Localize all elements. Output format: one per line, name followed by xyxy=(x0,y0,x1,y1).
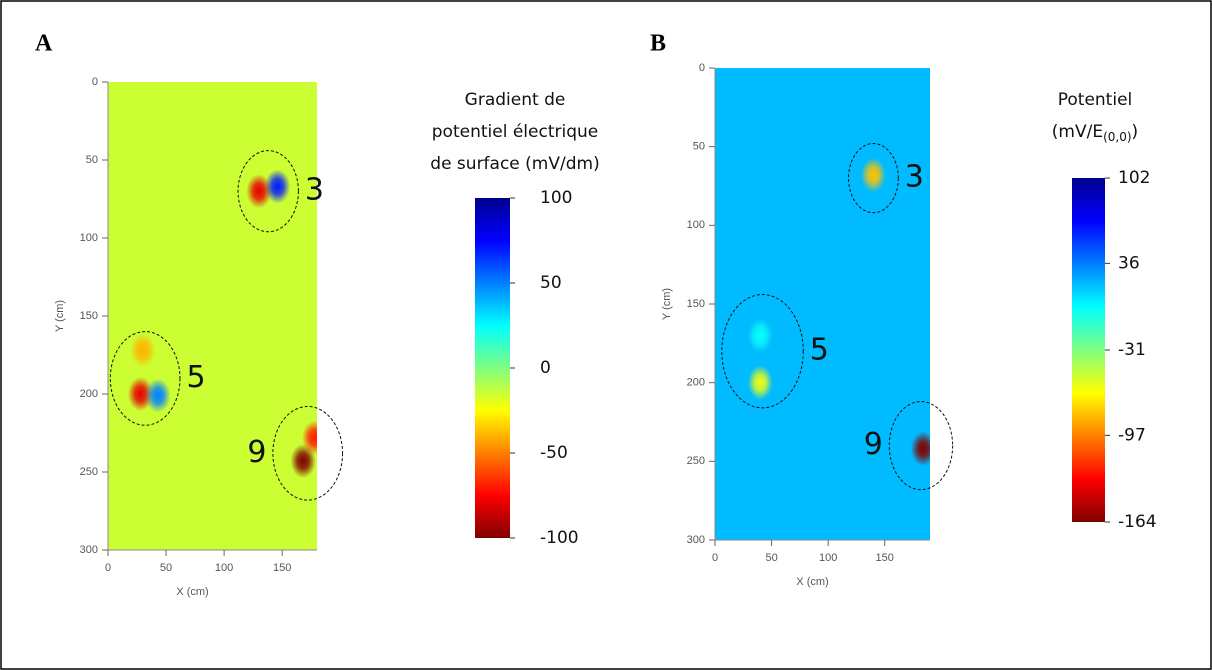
hotspot xyxy=(301,420,317,455)
colorbar-title: (mV/E(0,0)) xyxy=(1052,122,1138,144)
y-tick-label: 200 xyxy=(687,377,705,389)
colorbar-title: potentiel électrique xyxy=(432,122,598,142)
y-tick-label: 150 xyxy=(80,310,98,322)
colorbar xyxy=(475,198,510,538)
anomaly-circle xyxy=(721,294,804,409)
panel-label: B xyxy=(650,31,666,57)
anomaly-circle xyxy=(237,150,299,233)
colorbar-tick-label: 50 xyxy=(540,273,562,293)
y-tick-label: 150 xyxy=(687,298,705,310)
heatmap-background xyxy=(108,82,317,550)
x-tick-label: 50 xyxy=(765,552,777,564)
y-tick-label: 300 xyxy=(687,534,705,546)
colorbar-tick-label: 100 xyxy=(540,188,572,208)
colorbar-tick-label: -50 xyxy=(540,443,568,463)
x-axis-label: X (cm) xyxy=(176,586,208,598)
anomaly-circle xyxy=(272,405,344,501)
anomaly-label: 9 xyxy=(247,435,266,470)
y-tick-label: 0 xyxy=(699,62,705,74)
heatmap-background xyxy=(715,68,930,540)
x-tick-label: 150 xyxy=(273,562,291,574)
y-tick-label: 50 xyxy=(86,154,98,166)
hotspot xyxy=(747,365,773,400)
title-part: (mV/E xyxy=(1052,122,1103,142)
y-tick-label: 0 xyxy=(92,76,98,88)
x-axis-label: X (cm) xyxy=(796,576,828,588)
y-tick-label: 250 xyxy=(80,466,98,478)
anomaly-label: 5 xyxy=(810,333,829,368)
y-tick-label: 100 xyxy=(80,232,98,244)
title-part: ) xyxy=(1132,122,1139,142)
anomaly-circle xyxy=(109,331,181,426)
panel-label: A xyxy=(35,31,53,57)
heatmap xyxy=(715,68,930,540)
colorbar-tick-label: 36 xyxy=(1118,253,1140,273)
hotspot xyxy=(860,157,886,193)
colorbar-tick-label: -97 xyxy=(1118,425,1146,445)
y-tick-label: 300 xyxy=(80,544,98,556)
x-tick-label: 0 xyxy=(105,562,111,574)
anomaly-label: 3 xyxy=(905,160,924,195)
anomaly-label: 3 xyxy=(305,173,324,208)
colorbar-tick-label: -31 xyxy=(1118,340,1146,360)
colorbar-tick-label: -164 xyxy=(1118,512,1157,532)
x-tick-label: 150 xyxy=(876,552,894,564)
anomaly-label: 5 xyxy=(186,360,205,395)
x-tick-label: 0 xyxy=(712,552,718,564)
y-tick-label: 100 xyxy=(687,219,705,231)
hotspot xyxy=(747,318,773,353)
anomaly-label: 9 xyxy=(864,427,883,462)
colorbar-tick-label: 102 xyxy=(1118,168,1150,188)
colorbar-title: Potentiel xyxy=(1058,90,1133,110)
colorbar-title: de surface (mV/dm) xyxy=(430,154,599,174)
hotspot xyxy=(145,378,171,413)
x-tick-label: 50 xyxy=(160,562,172,574)
heatmap xyxy=(108,82,317,550)
colorbar-tick-label: -100 xyxy=(540,528,579,548)
y-tick-label: 50 xyxy=(693,141,705,153)
hotspot xyxy=(264,169,291,204)
y-tick-label: 200 xyxy=(80,388,98,400)
x-tick-label: 100 xyxy=(215,562,233,574)
colorbar xyxy=(1072,178,1105,522)
y-axis-label: Y (cm) xyxy=(661,288,673,320)
anomaly-circle xyxy=(888,401,954,491)
anomaly-circle xyxy=(848,143,899,214)
colorbar-title: Gradient de xyxy=(465,90,566,110)
hotspot xyxy=(910,431,930,467)
title-subscript: (0,0) xyxy=(1103,130,1131,144)
colorbar-tick-label: 0 xyxy=(540,358,551,378)
x-tick-label: 100 xyxy=(819,552,837,564)
y-tick-label: 250 xyxy=(687,455,705,467)
y-axis-label: Y (cm) xyxy=(54,300,66,332)
hotspot xyxy=(130,333,156,368)
